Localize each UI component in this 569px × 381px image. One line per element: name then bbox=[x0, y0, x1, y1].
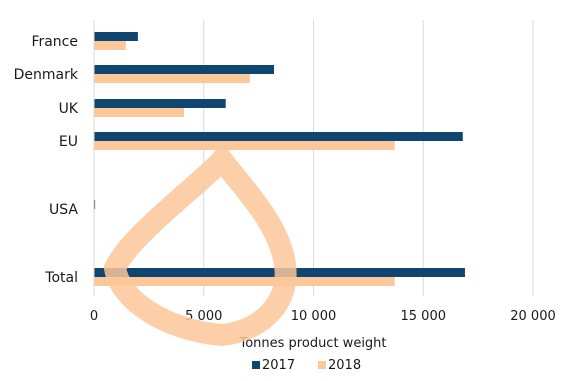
category-label-uk: UK bbox=[59, 101, 79, 117]
legend: 2017 2018 bbox=[252, 358, 361, 373]
bar-usa-2017 bbox=[94, 200, 96, 209]
legend-swatch-2018 bbox=[318, 361, 326, 369]
x-tick-label-2: 10 000 bbox=[291, 309, 337, 324]
bar-france-2018 bbox=[94, 41, 126, 50]
bar-eu-2018 bbox=[94, 141, 395, 150]
legend-label-2018: 2018 bbox=[328, 358, 361, 373]
legend-swatch-2017 bbox=[252, 361, 260, 369]
bar-uk-2018 bbox=[94, 108, 184, 117]
x-tick-label-4: 20 000 bbox=[510, 309, 556, 324]
x-axis-title: Tonnes product weight bbox=[238, 336, 386, 351]
bar-denmark-2018 bbox=[94, 74, 250, 83]
watermark-drop-logo bbox=[103, 142, 297, 347]
bar-total-2018 bbox=[94, 277, 395, 286]
category-label-eu: EU bbox=[59, 134, 78, 150]
category-label-denmark: Denmark bbox=[14, 67, 79, 83]
gridlines bbox=[93, 20, 534, 296]
category-label-usa: USA bbox=[49, 202, 78, 218]
x-tick-label-3: 15 000 bbox=[401, 309, 447, 324]
legend-label-2017: 2017 bbox=[262, 358, 295, 373]
bar-uk-2017 bbox=[94, 99, 226, 108]
bar-eu-2017 bbox=[94, 132, 463, 141]
category-labels: France Denmark UK EU USA Total bbox=[14, 34, 79, 286]
watermark-drop-shape bbox=[103, 142, 297, 347]
bar-denmark-2017 bbox=[94, 65, 274, 74]
category-label-total: Total bbox=[44, 270, 78, 286]
x-tick-label-0: 0 bbox=[90, 309, 98, 324]
bar-france-2017 bbox=[94, 32, 138, 41]
category-label-france: France bbox=[31, 34, 78, 50]
